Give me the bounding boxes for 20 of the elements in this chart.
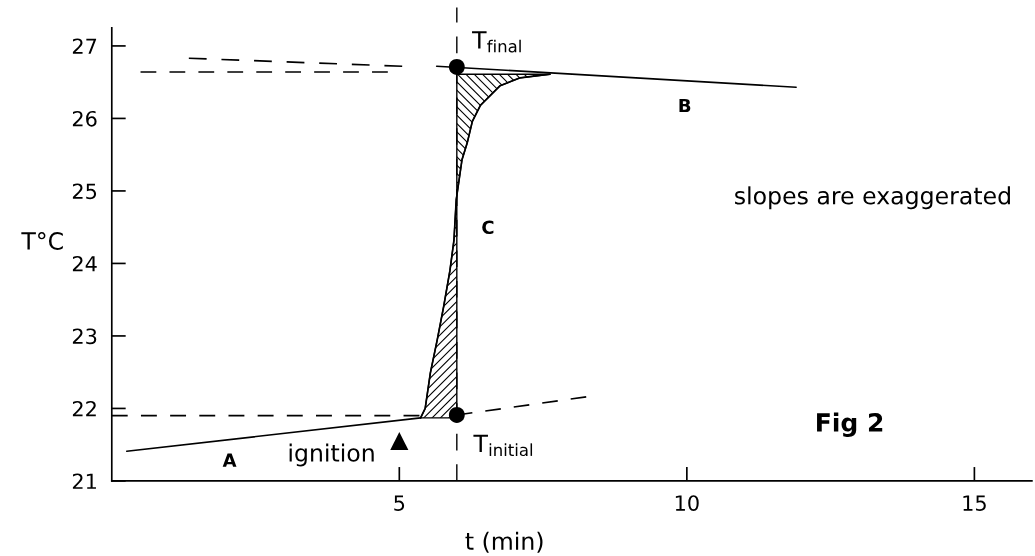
- x-tick-label: 10: [675, 495, 699, 511]
- series-label: C: [482, 220, 494, 235]
- x-axis-title: t (min): [465, 531, 543, 553]
- annotation: Fig 2: [817, 412, 883, 437]
- y-tick-label: 24: [72, 255, 97, 272]
- series-label: A: [222, 453, 237, 467]
- series-label: B: [679, 98, 691, 113]
- annotation: ignition: [289, 443, 374, 467]
- annotation: T$_{initial}$: [473, 434, 533, 457]
- y-tick-label: 25: [72, 183, 97, 200]
- annotation: slopes are exaggerated: [735, 186, 1010, 210]
- x-tick-label: 5: [394, 495, 405, 511]
- annotation: T$_{final}$: [472, 31, 521, 53]
- y-tick-label: 21: [72, 473, 96, 489]
- x-tick-label: 15: [963, 495, 986, 511]
- y-tick-label: 22: [72, 400, 96, 417]
- y-tick-label: 23: [72, 328, 97, 345]
- y-tick-label: 27: [72, 38, 97, 54]
- y-tick-label: 26: [72, 110, 97, 127]
- y-axis-title: T°C: [21, 232, 63, 250]
